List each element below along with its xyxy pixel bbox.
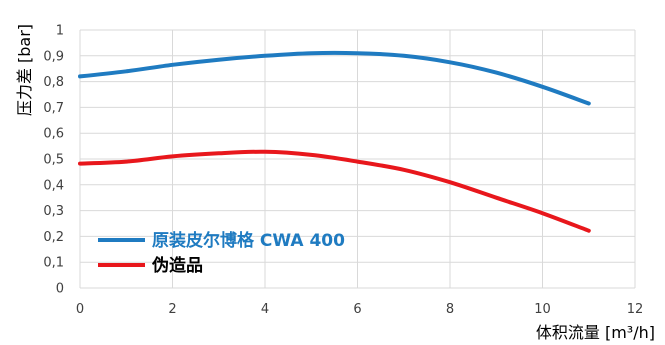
y-tick-label: 0 <box>56 282 64 297</box>
y-tick-label: 0,1 <box>43 256 64 271</box>
y-tick-label: 0,5 <box>43 153 64 168</box>
y-tick-label: 0,9 <box>43 49 64 64</box>
x-tick-label: 8 <box>446 302 454 317</box>
y-tick-labels: 0 0,1 0,2 0,3 0,4 0,5 0,6 0,7 0,8 0,9 1 <box>43 24 64 297</box>
x-tick-label: 12 <box>627 302 644 317</box>
x-tick-label: 6 <box>353 302 361 317</box>
y-tick-label: 0,8 <box>43 75 64 90</box>
x-tick-label: 4 <box>261 302 269 317</box>
y-tick-label: 0,2 <box>43 230 64 245</box>
y-axis-label: 压力差 [bar] <box>15 24 34 116</box>
y-tick-label: 0,6 <box>43 127 64 142</box>
y-tick-label: 0,3 <box>43 204 64 219</box>
series-line-1 <box>78 149 591 233</box>
x-tick-labels: 0 2 4 6 8 10 12 <box>76 302 643 317</box>
legend-label-0: 原装皮尔博格 CWA 400 <box>152 230 345 251</box>
x-axis-label: 体积流量 [m³/h] <box>536 323 655 342</box>
grid-lines <box>79 29 636 289</box>
legend: 原装皮尔博格 CWA 400 伪造品 <box>98 230 345 276</box>
x-tick-label: 2 <box>168 302 176 317</box>
series-line-0 <box>78 50 591 106</box>
x-tick-label: 0 <box>76 302 84 317</box>
y-tick-label: 0,7 <box>43 101 64 116</box>
y-tick-label: 1 <box>56 24 64 39</box>
x-tick-label: 10 <box>534 302 551 317</box>
y-tick-label: 0,4 <box>43 178 64 193</box>
series-lines <box>78 50 591 233</box>
legend-label-1: 伪造品 <box>151 255 203 276</box>
